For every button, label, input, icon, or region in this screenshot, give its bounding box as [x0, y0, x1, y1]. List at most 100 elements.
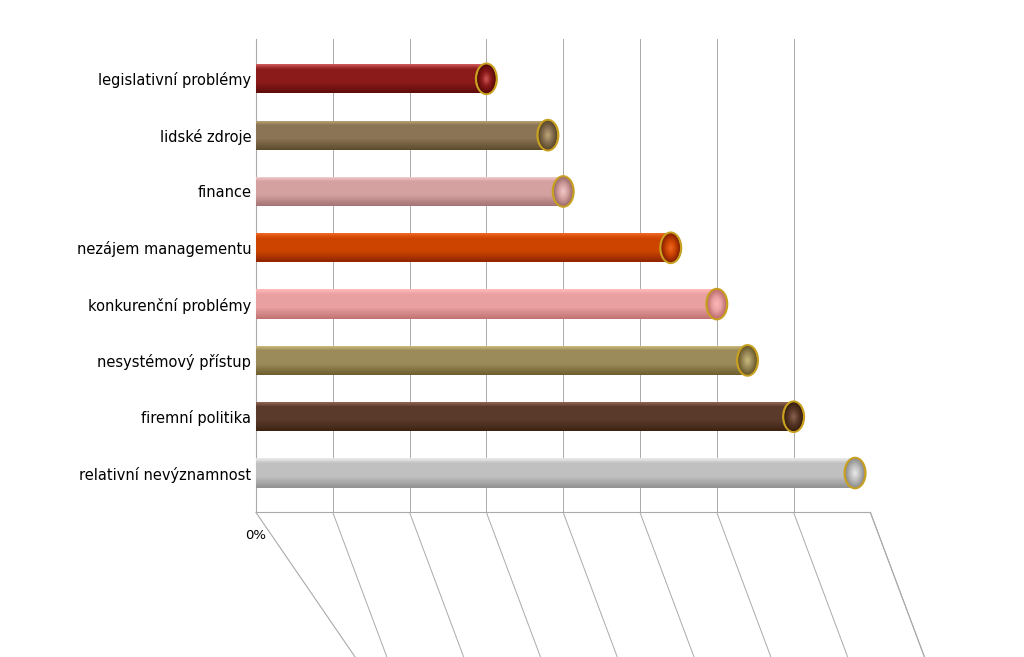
Ellipse shape: [716, 303, 718, 306]
Ellipse shape: [711, 295, 723, 313]
Ellipse shape: [667, 241, 675, 254]
Ellipse shape: [738, 346, 757, 374]
Ellipse shape: [478, 67, 495, 91]
Ellipse shape: [543, 127, 553, 143]
Ellipse shape: [544, 129, 552, 142]
Ellipse shape: [477, 64, 496, 93]
Ellipse shape: [480, 70, 493, 87]
Ellipse shape: [668, 243, 674, 252]
Ellipse shape: [849, 463, 861, 484]
Ellipse shape: [558, 183, 568, 199]
Ellipse shape: [664, 237, 678, 259]
Ellipse shape: [742, 352, 753, 369]
Ellipse shape: [483, 74, 489, 84]
Ellipse shape: [792, 415, 796, 419]
Ellipse shape: [555, 179, 571, 204]
Ellipse shape: [543, 127, 553, 143]
Ellipse shape: [851, 467, 859, 479]
Ellipse shape: [712, 296, 722, 311]
Ellipse shape: [746, 359, 749, 361]
Ellipse shape: [851, 467, 859, 479]
Ellipse shape: [848, 461, 862, 485]
Ellipse shape: [792, 414, 796, 420]
Ellipse shape: [665, 239, 677, 257]
Ellipse shape: [849, 464, 861, 482]
Ellipse shape: [853, 470, 857, 476]
Ellipse shape: [785, 405, 802, 429]
Text: 0%: 0%: [246, 529, 266, 542]
Ellipse shape: [744, 355, 751, 365]
Ellipse shape: [712, 296, 722, 312]
Ellipse shape: [480, 68, 493, 89]
Ellipse shape: [850, 466, 860, 480]
Ellipse shape: [745, 358, 750, 363]
Ellipse shape: [561, 189, 565, 194]
Ellipse shape: [785, 404, 802, 430]
Ellipse shape: [793, 415, 795, 419]
Ellipse shape: [663, 235, 679, 261]
Ellipse shape: [541, 124, 555, 147]
Ellipse shape: [544, 129, 552, 141]
Ellipse shape: [716, 303, 718, 305]
Ellipse shape: [485, 78, 487, 80]
Ellipse shape: [669, 244, 673, 251]
Ellipse shape: [669, 245, 673, 251]
Ellipse shape: [854, 472, 856, 474]
Ellipse shape: [854, 472, 856, 474]
Ellipse shape: [540, 123, 556, 147]
Ellipse shape: [562, 189, 564, 193]
Ellipse shape: [541, 124, 555, 146]
Ellipse shape: [666, 240, 676, 256]
Ellipse shape: [540, 123, 556, 148]
Ellipse shape: [849, 463, 861, 483]
Ellipse shape: [786, 405, 801, 428]
Ellipse shape: [788, 409, 799, 424]
Ellipse shape: [547, 133, 549, 137]
Ellipse shape: [663, 235, 679, 260]
Ellipse shape: [485, 78, 487, 80]
Ellipse shape: [745, 357, 750, 364]
Ellipse shape: [851, 466, 859, 480]
Ellipse shape: [542, 125, 554, 145]
Ellipse shape: [555, 179, 571, 204]
Ellipse shape: [846, 459, 864, 487]
Ellipse shape: [854, 471, 856, 475]
Ellipse shape: [669, 244, 673, 252]
Ellipse shape: [557, 183, 569, 200]
Ellipse shape: [667, 240, 675, 255]
Ellipse shape: [556, 180, 570, 202]
Ellipse shape: [790, 410, 798, 424]
Ellipse shape: [791, 412, 797, 421]
Ellipse shape: [853, 470, 857, 476]
Ellipse shape: [562, 190, 564, 193]
Ellipse shape: [746, 359, 749, 363]
Ellipse shape: [557, 181, 569, 202]
Ellipse shape: [668, 244, 674, 252]
Ellipse shape: [664, 237, 678, 258]
Ellipse shape: [482, 73, 490, 85]
Ellipse shape: [558, 183, 568, 200]
Ellipse shape: [743, 353, 752, 367]
Ellipse shape: [541, 124, 555, 147]
Ellipse shape: [554, 177, 572, 206]
Ellipse shape: [847, 461, 863, 486]
Ellipse shape: [561, 188, 565, 194]
Ellipse shape: [479, 67, 494, 91]
Ellipse shape: [711, 294, 723, 314]
Ellipse shape: [482, 73, 490, 85]
Ellipse shape: [666, 239, 676, 256]
Ellipse shape: [665, 238, 677, 258]
Ellipse shape: [739, 348, 756, 373]
Ellipse shape: [740, 350, 755, 371]
Ellipse shape: [484, 76, 488, 81]
Ellipse shape: [786, 405, 801, 428]
Ellipse shape: [787, 407, 800, 426]
Ellipse shape: [544, 128, 552, 142]
Ellipse shape: [708, 290, 726, 319]
Ellipse shape: [554, 177, 572, 206]
Ellipse shape: [556, 181, 570, 202]
Ellipse shape: [714, 300, 720, 308]
Ellipse shape: [851, 466, 859, 480]
Ellipse shape: [545, 131, 551, 139]
Ellipse shape: [540, 122, 556, 148]
